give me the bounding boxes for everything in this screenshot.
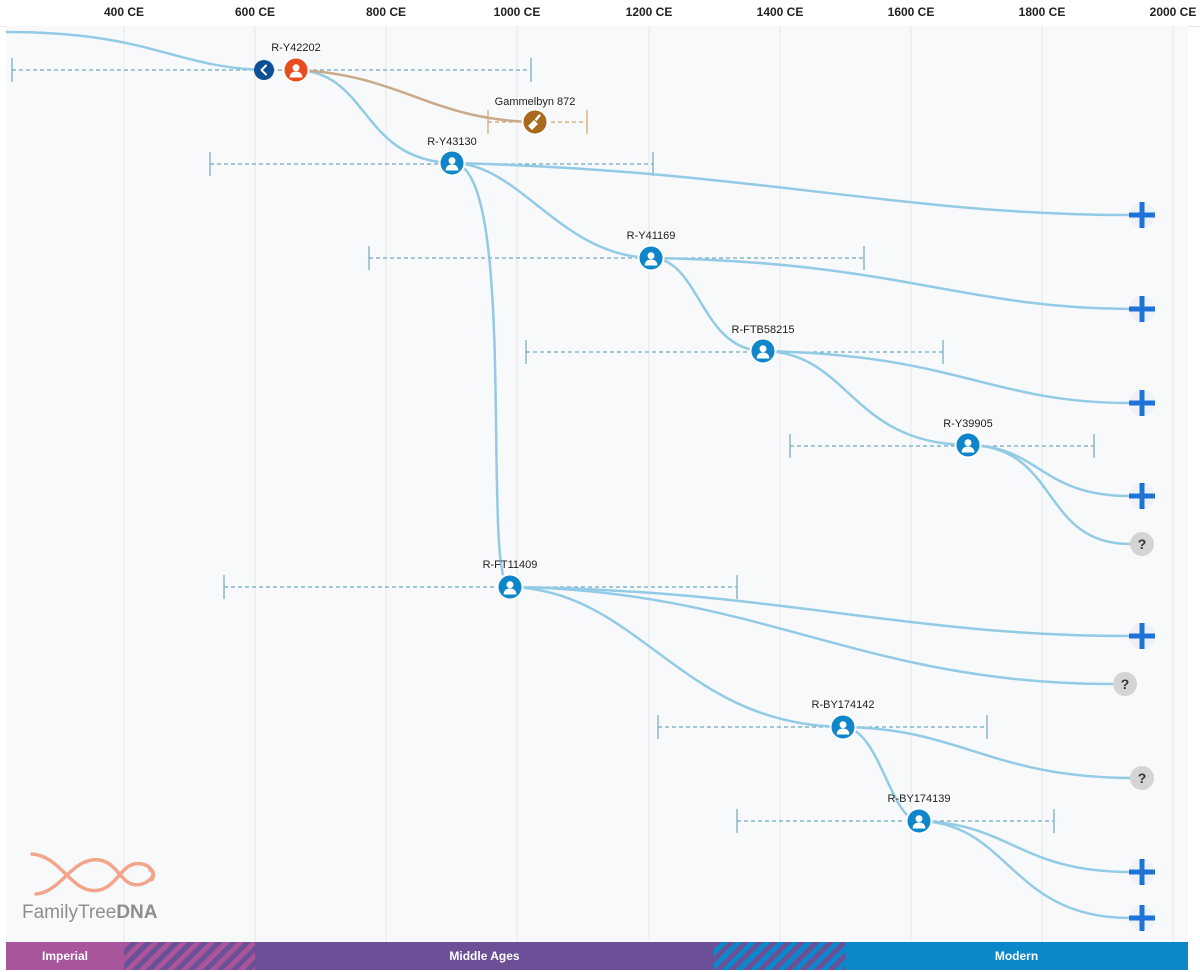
branch <box>841 725 1132 780</box>
unknown-marker[interactable]: ? <box>1130 532 1154 556</box>
question-icon: ? <box>1138 770 1147 786</box>
expand-button[interactable] <box>1129 296 1155 322</box>
tree-canvas[interactable]: R-Y42202 Gammelbyn 872 R-Y43130 R-Y41169… <box>6 26 1188 942</box>
ancient-branch <box>294 68 536 124</box>
branch <box>966 443 1132 498</box>
branch <box>841 725 921 823</box>
chevron-left-icon <box>260 64 267 76</box>
expand-button[interactable] <box>1129 483 1155 509</box>
node-person[interactable] <box>905 807 933 835</box>
branch <box>450 161 512 589</box>
unknown-marker[interactable]: ? <box>1130 766 1154 790</box>
branch <box>761 349 970 447</box>
logo-text-light: FamilyTree <box>22 902 117 923</box>
expand-button[interactable] <box>1129 905 1155 931</box>
interval-n2 <box>209 152 654 176</box>
era-modern: Modern <box>845 942 1188 970</box>
node-label: R-FT11409 <box>483 559 538 571</box>
expand-button[interactable] <box>1129 623 1155 649</box>
node-person[interactable] <box>637 244 665 272</box>
branch <box>649 256 1132 311</box>
plus-icon <box>1129 390 1155 416</box>
node-labels: R-Y42202 Gammelbyn 872 R-Y43130 R-Y41169… <box>271 42 993 805</box>
confidence-intervals <box>11 58 1095 833</box>
axis-tick: 1000 CE <box>493 5 541 19</box>
era-transition <box>714 942 845 970</box>
plus-icon <box>1129 623 1155 649</box>
node-person[interactable] <box>496 573 524 601</box>
logo-text-bold: DNA <box>116 902 158 923</box>
dna-helix-icon <box>30 852 156 896</box>
node-label: R-Y41169 <box>627 230 676 242</box>
plus-icon <box>1129 296 1155 322</box>
axis-tick: 2000 CE <box>1149 5 1197 19</box>
branch <box>917 819 1132 920</box>
node-ancient[interactable] <box>521 108 549 136</box>
question-icon: ? <box>1121 676 1130 692</box>
era-middle-ages: Middle Ages <box>255 942 714 970</box>
plus-icon <box>1129 483 1155 509</box>
axis-tick: 400 CE <box>103 5 145 19</box>
branch <box>966 443 1132 546</box>
node-person[interactable] <box>438 149 466 177</box>
branch <box>917 819 1132 874</box>
branch <box>761 349 1132 405</box>
node-label: R-Y43130 <box>427 136 477 148</box>
branch <box>6 30 264 72</box>
branch <box>508 585 1132 638</box>
interval-n5 <box>789 434 1095 458</box>
interval-n6 <box>223 575 738 599</box>
expand-button[interactable] <box>1129 390 1155 416</box>
axis-tick: 1600 CE <box>887 5 935 19</box>
node-label: R-Y42202 <box>271 42 321 54</box>
plus-icon <box>1129 905 1155 931</box>
plus-icon <box>1129 202 1155 228</box>
node-label: Gammelbyn 872 <box>495 96 576 108</box>
branch <box>649 256 765 353</box>
unknown-marker[interactable]: ? <box>1113 672 1137 696</box>
axis-tick: 600 CE <box>234 5 276 19</box>
familytreedna-logo: FamilyTreeDNA <box>22 850 172 930</box>
shovel-icon <box>528 114 542 130</box>
era-label: Middle Ages <box>449 949 520 963</box>
interval-n3 <box>368 246 865 270</box>
interval-n8 <box>736 809 1055 833</box>
node-person[interactable] <box>749 337 777 365</box>
branch <box>450 161 653 260</box>
node-person[interactable] <box>829 713 857 741</box>
axis-tick: 1200 CE <box>625 5 673 19</box>
branch <box>508 585 1114 686</box>
logo-text: FamilyTreeDNA <box>22 902 157 924</box>
axis-tick: 800 CE <box>365 5 407 19</box>
era-bar: Imperial Middle Ages Modern <box>6 942 1188 970</box>
node-label: R-BY174142 <box>812 699 875 711</box>
question-icon: ? <box>1138 536 1147 552</box>
era-transition <box>124 942 255 970</box>
time-tree: R-Y42202 Gammelbyn 872 R-Y43130 R-Y41169… <box>6 26 1174 942</box>
node-label: R-Y39905 <box>943 418 993 430</box>
branch <box>294 68 454 165</box>
node-root[interactable] <box>282 56 310 84</box>
era-label: Modern <box>994 949 1039 963</box>
branch <box>508 585 845 729</box>
era-label: Imperial <box>41 949 89 963</box>
interval-n4 <box>525 340 944 364</box>
branch <box>450 161 1132 217</box>
expand-button[interactable] <box>1129 202 1155 228</box>
grid-lines <box>123 26 1174 942</box>
node-label: R-BY174139 <box>888 793 951 805</box>
node-person[interactable] <box>954 431 982 459</box>
expand-button[interactable] <box>1129 859 1155 885</box>
plus-icon <box>1129 859 1155 885</box>
node-label: R-FTB58215 <box>732 324 795 336</box>
timeline-axis: 400 CE 600 CE 800 CE 1000 CE 1200 CE 140… <box>0 0 1200 27</box>
axis-tick: 1800 CE <box>1018 5 1066 19</box>
axis-tick: 1400 CE <box>756 5 804 19</box>
era-imperial: Imperial <box>6 942 124 970</box>
branches <box>6 30 1132 920</box>
back-button[interactable] <box>254 60 274 80</box>
